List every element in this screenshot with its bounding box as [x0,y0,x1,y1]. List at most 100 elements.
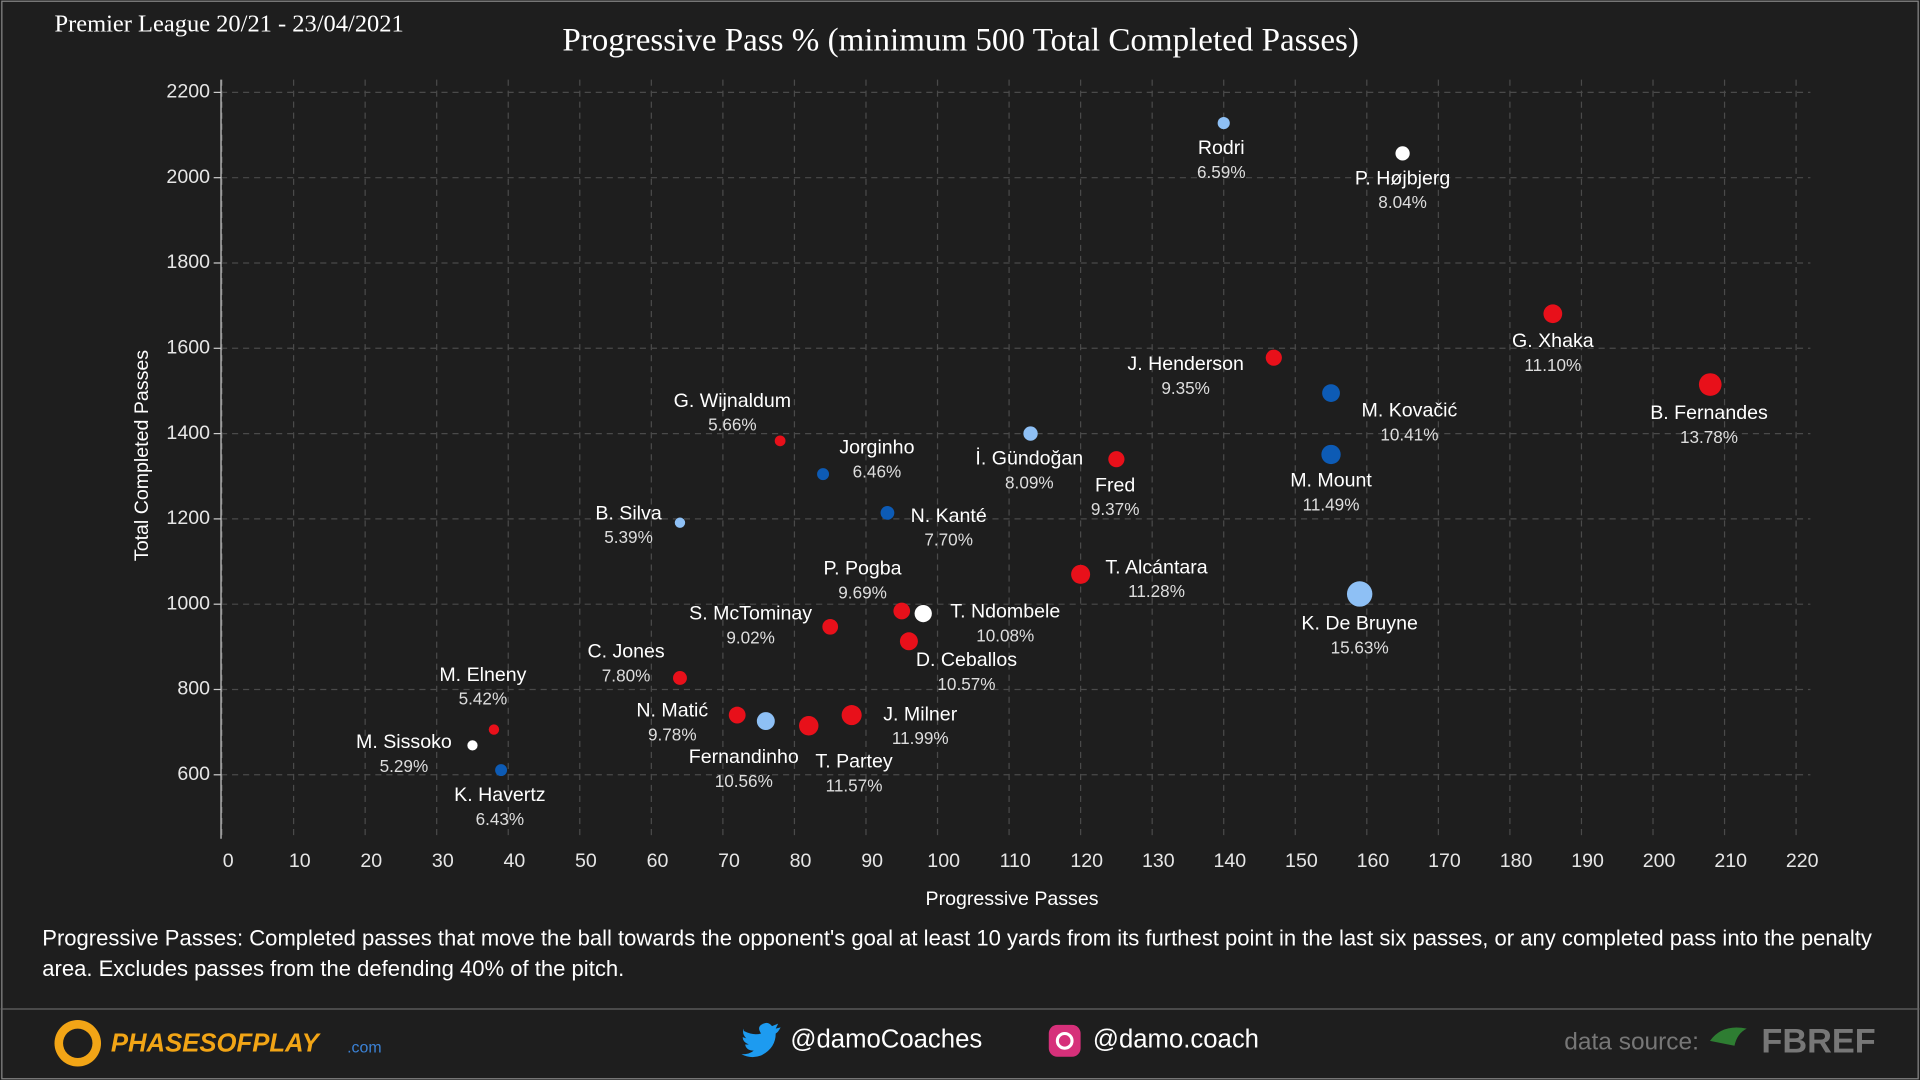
fbref-leaf [1710,1027,1747,1046]
x-tick-label: 10 [289,850,311,872]
point-name: Fred [1095,474,1135,496]
point-label: 5.66% [708,415,757,435]
point [1108,451,1125,468]
point [495,764,508,777]
x-tick-label: 120 [1070,850,1103,872]
point [673,671,687,685]
point-label: 10.56% [715,771,773,791]
x-tick-label: 0 [223,850,234,872]
point-name: M. Kovačić [1362,400,1458,422]
point [817,468,830,481]
source-label: data source: [1564,1029,1699,1056]
x-tick-label: 190 [1571,850,1604,872]
point [774,435,786,447]
y-tick-label: 1000 [166,592,210,614]
point-label: 9.69% [838,582,887,602]
x-tick-label: 200 [1643,850,1676,872]
x-tick-label: 140 [1214,850,1247,872]
point-label: 10.57% [937,674,995,694]
y-tick-label: 2200 [166,81,210,103]
x-tick-label: 110 [1000,850,1031,872]
point [756,712,775,731]
x-tick-label: 30 [432,850,454,872]
point-label: 15.63% [1331,638,1389,658]
point-name: G. Xhaka [1512,330,1594,352]
x-tick-label: 160 [1357,850,1390,872]
point [1395,146,1410,161]
point-name: C. Jones [587,640,664,662]
point-name: T. Ndombele [950,601,1060,623]
logo-text: PHASESOFPLAY [111,1029,322,1057]
y-tick-label: 2000 [166,166,210,188]
y-tick-label: 800 [177,678,210,700]
y-tick-label: 1800 [166,251,210,273]
point [1698,373,1722,396]
y-tick-label: 600 [177,763,210,785]
point-name: Rodri [1198,137,1245,159]
x-tick-label: 70 [718,850,740,872]
point-label: 10.08% [976,625,1034,645]
footnote-box: Progressive Passes: Completed passes tha… [42,925,1872,981]
x-tick-label: 90 [861,850,883,872]
point-name: M. Elneny [439,664,526,686]
point-label: 6.46% [853,461,902,481]
point-label: 5.42% [459,689,508,709]
point-label: 13.78% [1680,427,1738,447]
point [488,724,500,735]
point-label: 11.28% [1128,581,1185,601]
point-label: 10.41% [1380,424,1438,444]
y-tick-label: 1400 [166,422,210,444]
point [1322,384,1340,402]
point [893,602,911,620]
point-name: B. Fernandes [1650,402,1768,424]
footnote: Progressive Passes: Completed passes tha… [42,925,1872,981]
x-tick-label: 40 [503,850,525,872]
point-name: M. Mount [1290,470,1372,492]
point [1321,444,1341,465]
point-name: B. Silva [595,502,661,524]
point-name: P. Pogba [824,558,902,580]
point-name: K. De Bruyne [1301,613,1418,635]
point-label: 11.10% [1524,355,1581,375]
point-label: 6.59% [1197,162,1246,182]
point [1217,117,1230,130]
point-label: 9.37% [1091,499,1140,519]
point-name: Jorginho [839,437,914,459]
x-axis-label: Progressive Passes [926,888,1099,910]
point-name: N. Matić [636,700,708,722]
x-tick-label: 220 [1786,850,1819,872]
source-name: FBREF [1761,1022,1875,1060]
point-label: 9.78% [648,724,697,744]
x-tick-label: 150 [1285,850,1318,872]
point [1071,564,1091,584]
point [467,740,478,751]
x-tick-label: 170 [1428,850,1461,872]
point-label: 9.35% [1161,378,1210,398]
point [1543,304,1563,324]
point-name: D. Ceballos [916,649,1017,671]
point-name: Fernandinho [689,746,799,768]
point [914,604,932,623]
point [728,706,746,724]
point-name: J. Henderson [1127,353,1243,375]
chart-title: Progressive Pass % (minimum 500 Total Co… [562,22,1359,58]
x-tick-label: 60 [647,850,669,872]
instagram-handle: @damo.coach [1093,1026,1259,1054]
x-tick-label: 80 [790,850,812,872]
point-name: S. McTominay [689,603,812,625]
point-label: 6.43% [476,809,525,829]
point-label: 8.04% [1378,192,1427,212]
x-tick-label: 180 [1500,850,1533,872]
point-name: T. Partey [815,751,892,773]
point-label: 8.09% [1005,472,1054,492]
point-label: 5.39% [604,527,653,547]
point [1023,426,1038,441]
instagram-icon [1048,1024,1081,1057]
point-name: J. Milner [883,703,957,725]
x-tick-label: 20 [360,850,382,872]
y-tick-label: 1200 [166,507,210,529]
point-label: 5.29% [380,756,429,776]
x-tick-label: 210 [1714,850,1747,872]
